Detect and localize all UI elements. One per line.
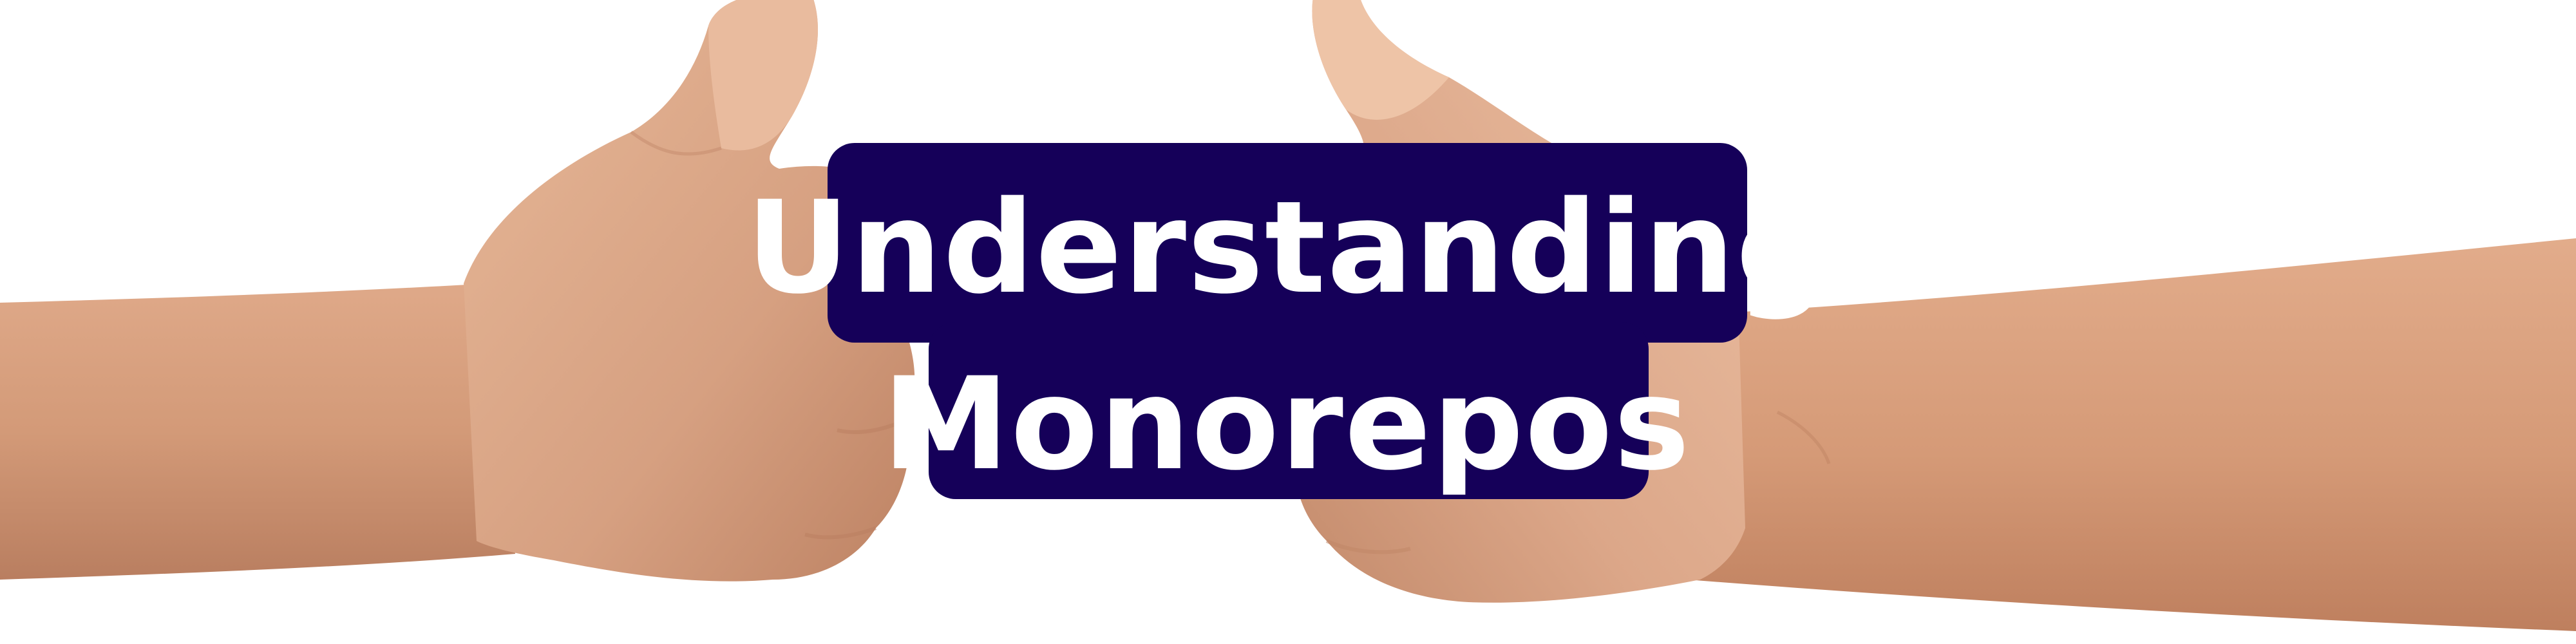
title-label-box [828,143,1747,499]
left-thumbs-up-hand-icon [0,0,915,582]
